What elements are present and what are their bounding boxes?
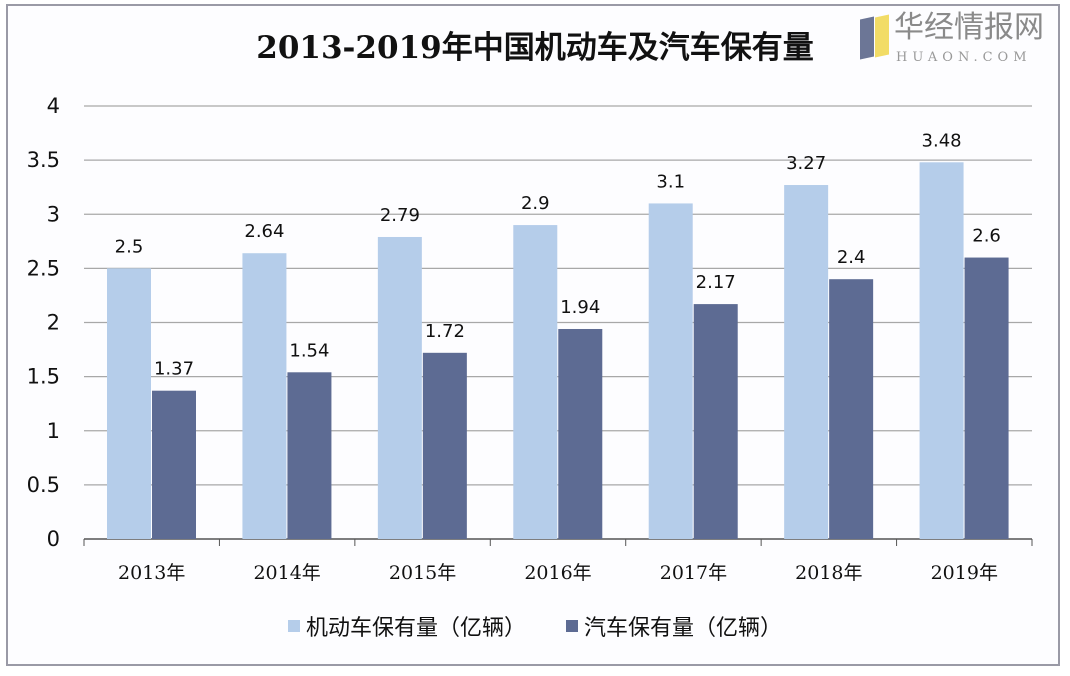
data-label: 1.37 (154, 359, 194, 380)
bar (107, 268, 151, 539)
bar (287, 372, 332, 539)
data-label: 1.54 (289, 340, 329, 361)
y-tick-label: 3 (47, 202, 60, 226)
legend: 机动车保有量（亿辆） 汽车保有量（亿辆） (0, 610, 1070, 642)
y-tick-label: 2.5 (27, 256, 60, 280)
bar (513, 225, 558, 539)
data-label: 1.72 (425, 321, 465, 342)
data-label: 2.6 (972, 226, 1001, 247)
bar (422, 352, 467, 539)
bar (919, 162, 964, 540)
data-label: 3.48 (922, 130, 962, 151)
y-tick-label: 1 (47, 419, 60, 443)
chart-title: 2013-2019年中国机动车及汽车保有量 (256, 30, 814, 66)
x-tick-label: 2016年 (524, 562, 591, 584)
bar (693, 304, 738, 539)
legend-label: 机动车保有量（亿辆） (305, 616, 526, 641)
x-tick-label: 2015年 (389, 562, 456, 584)
data-label: 2.4 (837, 247, 866, 268)
data-label: 3.27 (786, 153, 826, 174)
x-tick-label: 2019年 (931, 562, 998, 584)
data-label: 2.5 (115, 236, 144, 257)
bar (558, 328, 603, 539)
data-label: 3.1 (656, 171, 685, 192)
data-label: 2.9 (521, 193, 550, 214)
data-label: 2.79 (380, 205, 420, 226)
y-tick-label: 3.5 (27, 148, 60, 172)
legend-label: 汽车保有量（亿辆） (584, 616, 783, 641)
x-tick-label: 2014年 (253, 562, 320, 584)
y-tick-label: 0 (47, 527, 60, 551)
y-tick-label: 4 (47, 94, 60, 118)
bar (152, 390, 196, 539)
data-label: 1.94 (560, 297, 600, 318)
legend-swatch (566, 620, 578, 632)
bar (377, 236, 422, 540)
y-tick-label: 0.5 (27, 473, 60, 497)
x-tick-label: 2018年 (795, 562, 862, 584)
bar (784, 185, 829, 539)
bar (648, 203, 693, 540)
data-label: 2.17 (696, 272, 736, 293)
legend-item-cars: 汽车保有量（亿辆） (566, 610, 782, 642)
legend-swatch (287, 620, 300, 632)
y-tick-label: 1.5 (27, 365, 60, 389)
bar (242, 253, 287, 539)
bar (964, 257, 1009, 539)
x-tick-label: 2013年 (118, 562, 185, 584)
data-label: 2.64 (244, 221, 284, 242)
y-tick-label: 2 (47, 311, 60, 335)
bar (829, 279, 874, 539)
x-tick-label: 2017年 (660, 562, 727, 584)
legend-item-motor-vehicles: 机动车保有量（亿辆） (287, 610, 526, 642)
